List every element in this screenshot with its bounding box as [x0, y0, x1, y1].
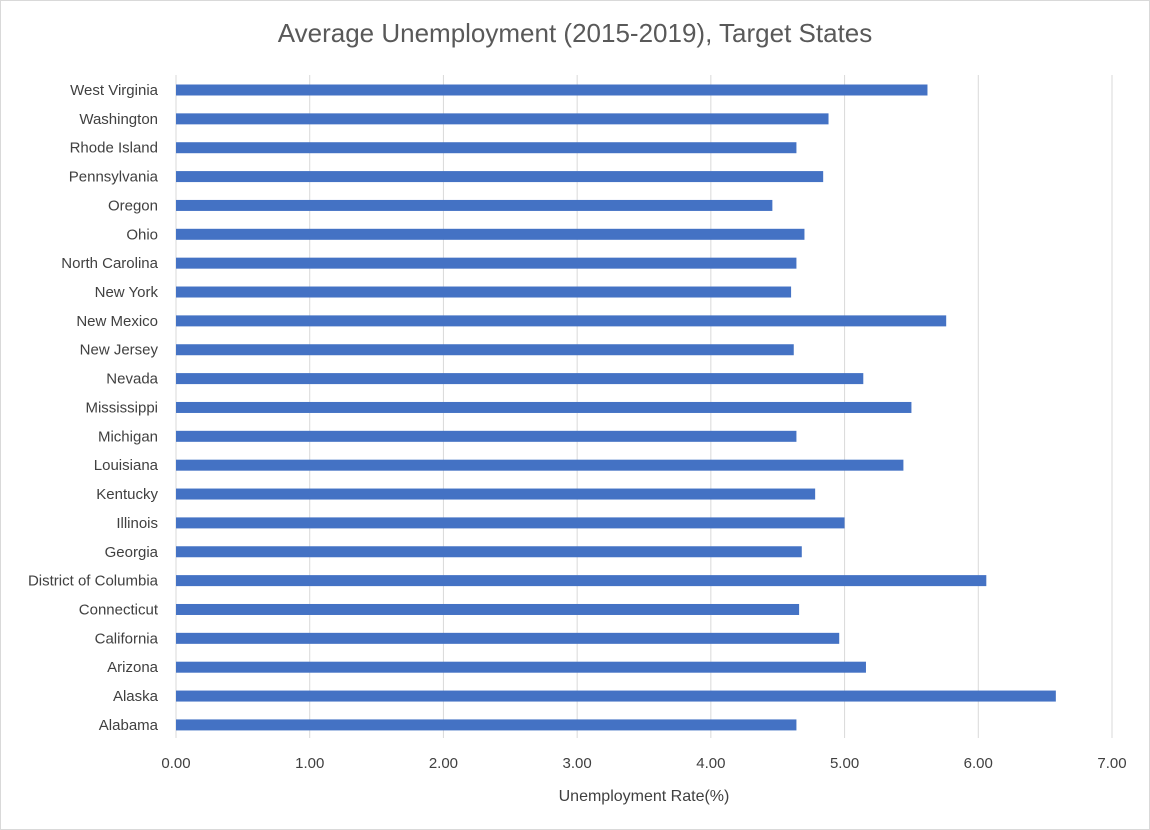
bar: [176, 113, 829, 125]
category-label: Connecticut: [79, 601, 159, 618]
category-label: Alaska: [113, 688, 159, 705]
category-label: Michigan: [98, 428, 158, 445]
bar: [176, 546, 802, 558]
category-label: California: [95, 630, 159, 647]
x-tick-label: 7.00: [1097, 755, 1126, 772]
bar: [176, 315, 947, 327]
bar: [176, 142, 797, 154]
category-label: Ohio: [126, 226, 158, 243]
bar: [176, 690, 1056, 702]
category-label: Rhode Island: [70, 140, 158, 157]
bar: [176, 401, 912, 413]
category-label: Alabama: [99, 717, 159, 734]
bar: [176, 430, 797, 442]
bar: [176, 344, 794, 356]
bar: [176, 603, 800, 615]
category-label: Arizona: [107, 659, 159, 676]
x-axis-title: Unemployment Rate(%): [559, 788, 730, 805]
bar: [176, 286, 792, 298]
category-label: West Virginia: [70, 82, 158, 99]
x-tick-label: 0.00: [161, 755, 190, 772]
bar: [176, 199, 773, 211]
x-tick-label: 2.00: [429, 755, 458, 772]
bar: [176, 171, 824, 183]
x-tick-label: 3.00: [563, 755, 592, 772]
category-label: Georgia: [105, 544, 159, 561]
bar: [176, 517, 845, 529]
x-tick-label: 5.00: [830, 755, 859, 772]
bar: [176, 661, 866, 673]
category-label: Illinois: [116, 515, 158, 532]
x-tick-labels: 0.00 1.00 2.00 3.00 4.00 5.00 6.00 7.00: [161, 755, 1126, 772]
x-tick-label: 4.00: [696, 755, 725, 772]
bar: [176, 632, 840, 644]
category-label: Oregon: [108, 197, 158, 214]
bar: [176, 373, 864, 385]
bar: [176, 459, 904, 471]
category-label: North Carolina: [61, 255, 158, 272]
category-label: Nevada: [106, 371, 158, 388]
category-label: New York: [95, 284, 159, 301]
category-label: New Mexico: [76, 313, 158, 330]
category-label: New Jersey: [80, 342, 159, 359]
bar: [176, 719, 797, 731]
category-labels: West Virginia Washington Rhode Island Penns…: [28, 82, 159, 734]
bar: [176, 575, 987, 587]
category-label: Washington: [79, 111, 158, 128]
x-tick-label: 1.00: [295, 755, 324, 772]
category-label: Louisiana: [94, 457, 159, 474]
category-label: Pennsylvania: [69, 169, 159, 186]
category-label: District of Columbia: [28, 573, 159, 590]
bars: [176, 84, 1056, 731]
bar: [176, 84, 928, 96]
category-label: Mississippi: [85, 399, 158, 416]
bar: [176, 257, 797, 269]
chart-title: Average Unemployment (2015-2019), Target…: [277, 18, 873, 48]
bar: [176, 488, 816, 500]
category-label: Kentucky: [96, 486, 158, 503]
bar: [176, 228, 805, 240]
x-tick-label: 6.00: [964, 755, 993, 772]
